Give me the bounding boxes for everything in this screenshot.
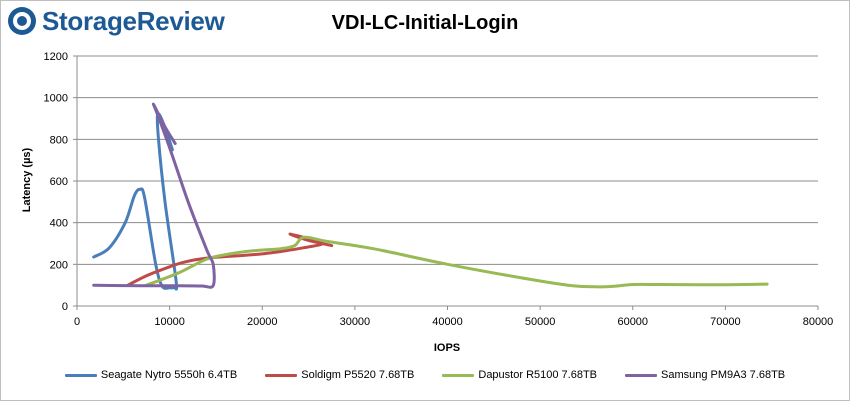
y-tick-label: 200 bbox=[50, 259, 68, 271]
y-tick-label: 400 bbox=[50, 218, 68, 230]
y-axis-label: Latency (µs) bbox=[21, 147, 33, 212]
y-tick-label: 1200 bbox=[44, 51, 68, 63]
x-tick-label: 70000 bbox=[710, 316, 741, 328]
x-tick-label: 20000 bbox=[247, 316, 278, 328]
x-tick-label: 40000 bbox=[432, 316, 463, 328]
legend-label: Dapustor R5100 7.68TB bbox=[478, 369, 598, 381]
legend-item: Samsung PM9A3 7.68TB bbox=[625, 369, 785, 381]
legend-swatch bbox=[64, 373, 97, 377]
x-axis-label: IOPS bbox=[434, 342, 460, 354]
series-line-4 bbox=[92, 102, 216, 289]
x-tick-label: 60000 bbox=[617, 316, 648, 328]
x-tick-label: 80000 bbox=[803, 316, 834, 328]
series-line-2 bbox=[126, 232, 334, 287]
tick-labels: 0 200 400 600 800 1000 1200 0 10000 20000 30000 400… bbox=[44, 51, 834, 328]
legend-label: Soldigm P5520 7.68TB bbox=[301, 369, 415, 381]
brand-name: StorageReview bbox=[42, 5, 225, 36]
legend-item: Soldigm P5520 7.68TB bbox=[265, 369, 414, 381]
series-line-1 bbox=[92, 112, 179, 291]
legend-swatch bbox=[265, 373, 298, 377]
storagereview-logo-icon bbox=[8, 7, 36, 35]
series-lines bbox=[92, 102, 769, 291]
y-tick-label: 1000 bbox=[44, 93, 68, 105]
legend-item: Dapustor R5100 7.68TB bbox=[442, 369, 597, 381]
x-tick-label: 10000 bbox=[154, 316, 185, 328]
y-tick-label: 0 bbox=[62, 301, 68, 313]
y-tick-label: 600 bbox=[50, 176, 68, 188]
legend-label: Samsung PM9A3 7.68TB bbox=[661, 369, 786, 381]
y-tick-label: 800 bbox=[50, 134, 68, 146]
x-tick-label: 50000 bbox=[525, 316, 556, 328]
gridlines bbox=[77, 55, 818, 265]
x-tick-label: 0 bbox=[74, 316, 80, 328]
axes bbox=[73, 55, 819, 310]
chart-title: VDI-LC-Initial-Login bbox=[331, 12, 519, 34]
brand-logo: StorageReview bbox=[6, 3, 225, 39]
x-tick-label: 30000 bbox=[340, 316, 371, 328]
legend-item: Seagate Nytro 5550h 6.4TB bbox=[64, 369, 238, 381]
series-line-3 bbox=[145, 235, 769, 289]
legend-swatch bbox=[442, 373, 475, 377]
legend: Seagate Nytro 5550h 6.4TB Soldigm P5520 7… bbox=[0, 369, 850, 381]
legend-swatch bbox=[625, 373, 658, 377]
legend-label: Seagate Nytro 5550h 6.4TB bbox=[100, 369, 238, 381]
